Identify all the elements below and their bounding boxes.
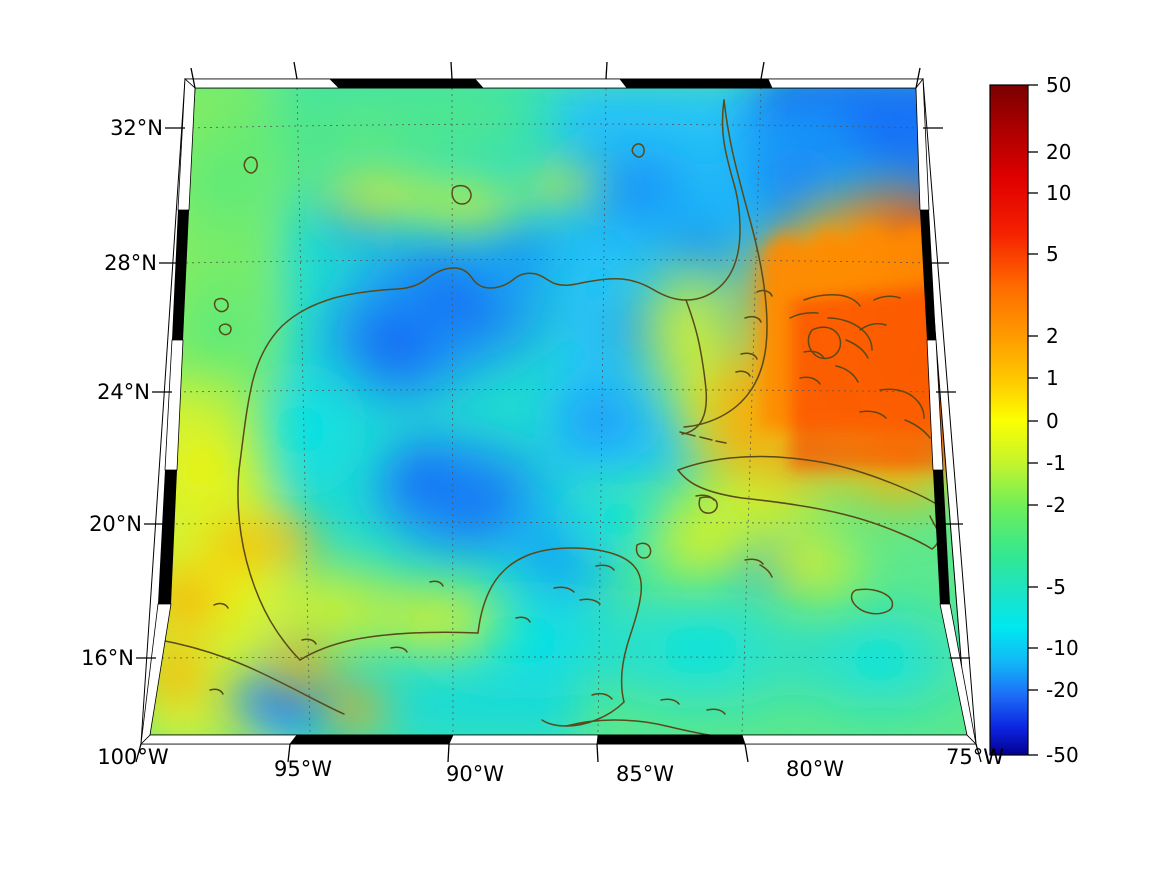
map-frame bbox=[135, 61, 982, 763]
lat-tick-label-20N: 20°N bbox=[89, 512, 142, 536]
colorbar-ticks bbox=[1028, 84, 1038, 756]
colorbar-tick-label-neg50: -50 bbox=[1046, 743, 1079, 767]
colorbar-tick-label-50: 50 bbox=[1046, 73, 1072, 97]
lat-tick-label-16N: 16°N bbox=[81, 646, 134, 670]
frame-stripes-bottom bbox=[140, 734, 977, 745]
lon-tick-label-75W: 75°W bbox=[946, 745, 1004, 769]
lon-tick-label-85W: 85°W bbox=[616, 762, 674, 786]
graticule-grid bbox=[155, 88, 961, 735]
coastlines bbox=[159, 99, 940, 735]
lat-tick-label-24N: 24°N bbox=[97, 380, 150, 404]
frame-stripes-left bbox=[140, 78, 196, 746]
frame-ticks bbox=[135, 61, 982, 763]
colorbar-tick-label-20: 20 bbox=[1046, 140, 1072, 164]
frame-stripes-top bbox=[183, 78, 924, 89]
map-plot-area[interactable] bbox=[120, 40, 1010, 750]
colorbar-tick-label-neg1: -1 bbox=[1046, 451, 1066, 475]
lat-tick-label-28N: 28°N bbox=[104, 251, 157, 275]
colorbar-tick-label-1: 1 bbox=[1046, 366, 1059, 390]
colorbar-group[interactable] bbox=[989, 84, 1038, 756]
colorbar-tick-label-neg2: -2 bbox=[1046, 493, 1066, 517]
colorbar-tick-label-2: 2 bbox=[1046, 324, 1059, 348]
colorbar-tick-label-5: 5 bbox=[1046, 242, 1059, 266]
lon-tick-label-80W: 80°W bbox=[786, 757, 844, 781]
colorbar-tick-label-neg20: -20 bbox=[1046, 678, 1079, 702]
lon-tick-label-95W: 95°W bbox=[274, 757, 332, 781]
colorbar-tick-label-neg5: -5 bbox=[1046, 575, 1066, 599]
lat-tick-label-32N: 32°N bbox=[110, 116, 163, 140]
lon-tick-label-100W: 100°W bbox=[97, 745, 169, 769]
colorbar-gradient[interactable] bbox=[989, 84, 1029, 756]
colorbar-tick-label-0: 0 bbox=[1046, 409, 1059, 433]
frame-stripes-right bbox=[915, 77, 977, 746]
colorbar-tick-label-10: 10 bbox=[1046, 181, 1072, 205]
colorbar-tick-label-neg10: -10 bbox=[1046, 636, 1079, 660]
lon-tick-label-90W: 90°W bbox=[446, 762, 504, 786]
